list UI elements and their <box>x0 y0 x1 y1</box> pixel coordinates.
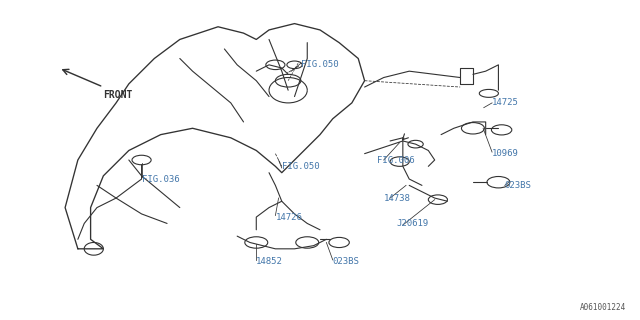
Text: FIG.050: FIG.050 <box>301 60 339 69</box>
Text: FIG.050: FIG.050 <box>282 162 319 171</box>
Text: 023BS: 023BS <box>333 257 360 266</box>
Text: 14738: 14738 <box>384 194 411 203</box>
Text: FIG.036: FIG.036 <box>141 174 179 184</box>
Text: FIG.006: FIG.006 <box>378 156 415 164</box>
Text: A061001224: A061001224 <box>580 303 626 312</box>
Text: 14852: 14852 <box>256 257 283 266</box>
Text: 10969: 10969 <box>492 149 519 158</box>
Text: 14725: 14725 <box>492 99 519 108</box>
Text: J20619: J20619 <box>396 219 429 228</box>
Text: FRONT: FRONT <box>103 90 132 100</box>
Text: 023BS: 023BS <box>505 181 532 190</box>
Text: 14726: 14726 <box>275 212 302 222</box>
